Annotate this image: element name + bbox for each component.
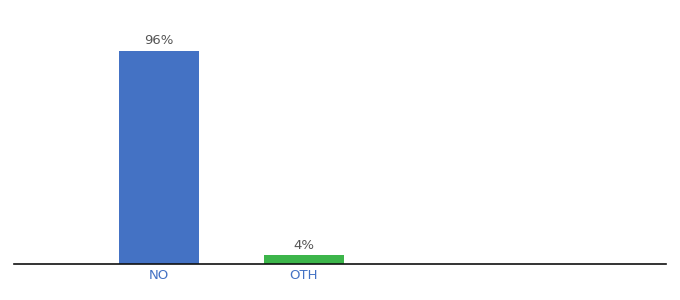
Text: 4%: 4% — [293, 239, 314, 252]
Bar — [119, 51, 199, 264]
Bar — [264, 255, 343, 264]
Text: 96%: 96% — [144, 34, 173, 47]
